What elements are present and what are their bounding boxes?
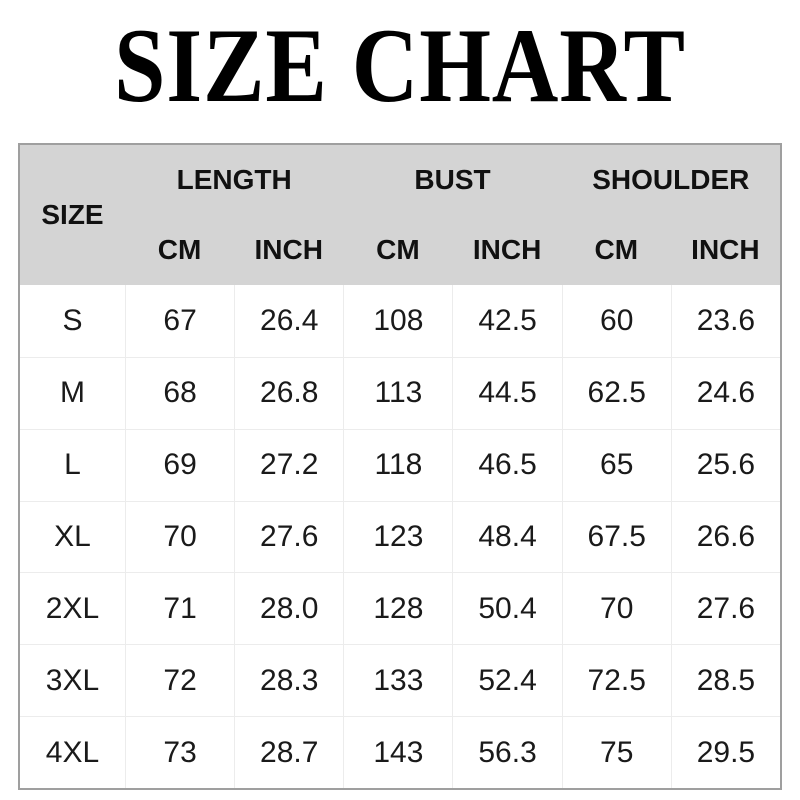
size-value: L xyxy=(64,448,81,482)
size-value: M xyxy=(60,376,85,410)
length-inch-value: 26.4 xyxy=(234,285,343,357)
bust-cm-value: 113 xyxy=(343,357,452,429)
length-inch-value: 27.2 xyxy=(234,429,343,501)
size-value: 4XL xyxy=(45,735,100,769)
shoulder-cm-value: 65 xyxy=(561,429,671,501)
bust-cm-value: 123 xyxy=(343,501,452,573)
shoulder-cm-value: 62.5 xyxy=(561,357,671,429)
bust-inch-value: 46.5 xyxy=(452,429,561,501)
bust-inch-value: 50.4 xyxy=(452,573,561,645)
shoulder-cm-value: 72.5 xyxy=(561,645,671,717)
unit-header-bust-cm: CM xyxy=(376,234,420,265)
bust-inch-value: 42.5 xyxy=(452,285,561,357)
bust-inch-value: 48.4 xyxy=(452,501,561,573)
unit-header-shoulder-cm: CM xyxy=(594,234,639,265)
shoulder-inch-value: 24.6 xyxy=(670,357,780,429)
column-group-bust: BUST xyxy=(414,164,491,195)
unit-header-bust-inch: INCH xyxy=(472,234,542,265)
column-group-shoulder: SHOULDER xyxy=(592,164,750,195)
length-cm-value: 71 xyxy=(125,573,234,645)
length-cm-value: 67 xyxy=(125,285,234,357)
table-row: 2XL 71 28.0 128 50.4 70 27.6 xyxy=(20,572,780,645)
length-inch-value: 27.6 xyxy=(234,501,343,573)
table-row: L 69 27.2 118 46.5 65 25.6 xyxy=(20,428,780,501)
shoulder-inch-value: 25.6 xyxy=(670,429,780,501)
bust-inch-value: 52.4 xyxy=(452,645,561,717)
shoulder-inch-value: 28.5 xyxy=(670,645,780,717)
length-cm-value: 70 xyxy=(125,501,234,573)
size-value: 3XL xyxy=(45,663,100,697)
unit-header-length-inch: INCH xyxy=(254,234,323,265)
bust-cm-value: 133 xyxy=(343,645,452,717)
shoulder-inch-value: 29.5 xyxy=(670,717,780,788)
shoulder-cm-value: 75 xyxy=(561,717,671,788)
table-row: 3XL 72 28.3 133 52.4 72.5 28.5 xyxy=(20,644,780,717)
size-value: XL xyxy=(54,519,91,553)
unit-header-length-cm: CM xyxy=(157,234,202,265)
length-cm-value: 73 xyxy=(125,717,234,788)
size-value: 2XL xyxy=(45,591,100,625)
shoulder-cm-value: 60 xyxy=(561,285,671,357)
bust-cm-value: 108 xyxy=(343,285,452,357)
shoulder-inch-value: 26.6 xyxy=(670,501,780,573)
size-value: S xyxy=(62,303,83,337)
length-cm-value: 69 xyxy=(125,429,234,501)
column-header-size: SIZE xyxy=(41,199,104,230)
shoulder-inch-value: 27.6 xyxy=(670,573,780,645)
size-table: SIZE LENGTH BUST SHOULDER CM INCH CM INC… xyxy=(18,143,782,790)
shoulder-cm-value: 67.5 xyxy=(561,501,671,573)
length-inch-value: 28.0 xyxy=(234,573,343,645)
length-inch-value: 28.3 xyxy=(234,645,343,717)
bust-inch-value: 44.5 xyxy=(452,357,561,429)
bust-cm-value: 128 xyxy=(343,573,452,645)
length-inch-value: 28.7 xyxy=(234,717,343,788)
page-title: SIZE CHART xyxy=(114,7,686,124)
bust-inch-value: 56.3 xyxy=(452,717,561,788)
length-inch-value: 26.8 xyxy=(234,357,343,429)
column-group-length: LENGTH xyxy=(176,164,292,195)
table-row: S 67 26.4 108 42.5 60 23.6 xyxy=(20,285,780,357)
shoulder-inch-value: 23.6 xyxy=(670,285,780,357)
bust-cm-value: 143 xyxy=(343,717,452,788)
table-row: XL 70 27.6 123 48.4 67.5 26.6 xyxy=(20,500,780,573)
shoulder-cm-value: 70 xyxy=(561,573,671,645)
table-body: S 67 26.4 108 42.5 60 23.6 M 68 26.8 113… xyxy=(20,285,780,788)
length-cm-value: 72 xyxy=(125,645,234,717)
bust-cm-value: 118 xyxy=(343,429,452,501)
unit-header-shoulder-inch: INCH xyxy=(691,234,760,265)
table-row: 4XL 73 28.7 143 56.3 75 29.5 xyxy=(20,716,780,788)
length-cm-value: 68 xyxy=(125,357,234,429)
table-header: SIZE LENGTH BUST SHOULDER CM INCH CM INC… xyxy=(20,145,780,285)
table-row: M 68 26.8 113 44.5 62.5 24.6 xyxy=(20,356,780,429)
